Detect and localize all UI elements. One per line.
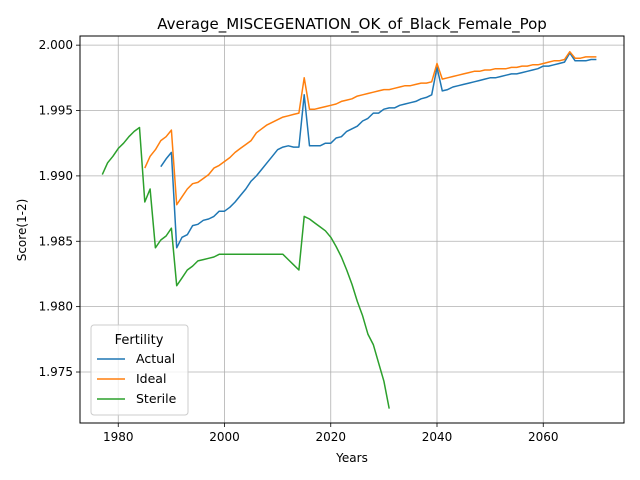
y-tick-label: 1.990: [39, 169, 73, 183]
series-line-sterile: [101, 126, 390, 409]
legend-items: Actual Ideal Sterile: [97, 351, 177, 406]
y-tick-label: 1.975: [39, 365, 73, 379]
legend-label-actual: Actual: [136, 351, 175, 366]
legend-label-ideal: Ideal: [136, 371, 166, 386]
series-line-ideal: [144, 50, 597, 206]
legend-label-sterile: Sterile: [136, 391, 177, 406]
x-tick-label: 2040: [422, 430, 453, 444]
legend-box: [90, 324, 189, 416]
y-axis: 1.975 1.980 1.985 1.990 1.995 2.000: [39, 38, 80, 379]
x-tick-label: 1980: [103, 430, 134, 444]
y-axis-label: Score(1-2): [15, 199, 29, 262]
x-tick-label: 2060: [528, 430, 559, 444]
legend-title: Fertility: [115, 333, 164, 348]
y-tick-label: 1.985: [39, 234, 73, 248]
series-line-actual: [160, 52, 597, 249]
y-tick-label: 1.980: [39, 300, 73, 314]
chart-title: Average_MISCEGENATION_OK_of_Black_Female…: [157, 15, 547, 34]
plot-frame: [79, 35, 625, 424]
legend: Fertility Actual Ideal Sterile: [90, 324, 189, 416]
x-axis-label: Years: [335, 451, 368, 465]
y-tick-label: 2.000: [39, 38, 73, 52]
series-lines: [101, 50, 597, 409]
x-axis: 1980 2000 2020 2040 2060: [103, 423, 559, 444]
y-tick-label: 1.995: [39, 104, 73, 118]
x-tick-label: 2000: [209, 430, 240, 444]
x-tick-label: 2020: [315, 430, 346, 444]
